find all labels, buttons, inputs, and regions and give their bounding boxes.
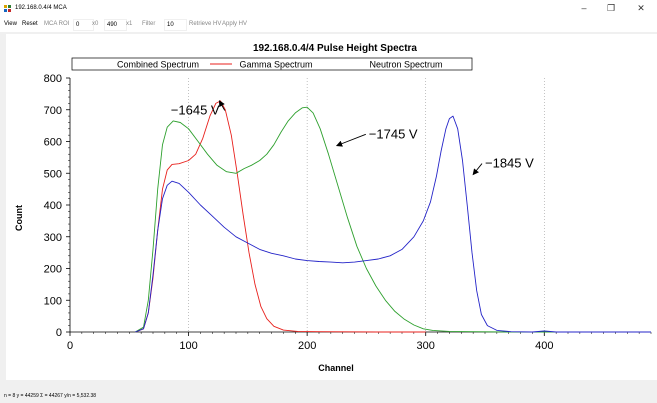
minimize-button[interactable]: – [581,3,587,13]
legend-combined: Combined Spectrum [117,60,199,70]
status-bar: n = 8 y = 44259 Σ = 44267 y/n = 5,532.38 [0,389,657,403]
y-tick-label: 0 [56,327,62,339]
y-tick-label: 200 [44,264,62,276]
filter-input[interactable]: 10 [164,19,187,31]
x-axis-label: Channel [318,363,354,373]
y-tick-label: 600 [44,137,62,149]
legend-neutron: Neutron Spectrum [369,60,442,70]
toolbar: View Reset MCA ROI 0 x0 490 x1 Filter 10… [0,17,657,32]
annotation-arrow [218,100,226,111]
voltage-annotation: −1745 V [369,126,418,141]
reset-button[interactable]: Reset [22,21,38,27]
app-icon [4,5,11,12]
annotation-arrow [472,163,483,176]
voltage-annotation: −1645 V [171,103,220,118]
apply-hv-button[interactable]: Apply HV [222,21,248,27]
x0-label: x0 [92,21,99,27]
y-tick-label: 100 [44,295,62,307]
window-titlebar: 192.168.0.4/4 MCA – ❐ ✕ [0,0,657,17]
annotation-arrow [335,133,366,147]
y-tick-label: 300 [44,232,62,244]
view-menu[interactable]: View [4,21,17,27]
x-tick-label: 300 [417,340,435,352]
spectrum-chart-panel[interactable]: 192.168.0.4/4 Pulse Height Spectra Combi… [6,34,657,380]
y-tick-label: 500 [44,168,62,180]
chart-legend: Combined Spectrum Gamma Spectrum Neutron… [71,57,473,71]
close-button[interactable]: ✕ [637,3,645,13]
voltage-annotation: −1845 V [485,156,534,171]
x1-label: x1 [126,21,133,27]
legend-gamma: Gamma Spectrum [239,60,312,70]
status-text: n = 8 y = 44259 Σ = 44267 y/n = 5,532.38 [4,393,97,399]
y-tick-label: 700 [44,105,62,117]
series-line-2 [134,106,651,333]
y-tick-label: 800 [44,73,62,85]
x-tick-label: 100 [179,340,197,352]
x-tick-label: 200 [298,340,316,352]
series-line-3 [135,115,651,333]
window-title: 192.168.0.4/4 MCA [15,5,67,11]
mca-roi-button[interactable]: MCA ROI [44,21,70,27]
restore-button[interactable]: ❐ [606,3,616,13]
chart-title: 192.168.0.4/4 Pulse Height Spectra [253,43,417,54]
x1-input[interactable]: 490 [104,19,127,31]
pulse-height-chart[interactable]: 192.168.0.4/4 Pulse Height Spectra Combi… [6,34,657,380]
y-tick-label: 400 [44,200,62,212]
y-axis-label: Count [14,205,24,231]
retrieve-hv-button[interactable]: Retrieve HV [189,21,222,27]
x-tick-label: 400 [535,340,553,352]
filter-label: Filter [142,21,156,27]
x0-input[interactable]: 0 [73,19,94,31]
plot-area: 0 100 200 300 400 500 600 700 800 0 100 200 300 400 −1… [44,73,652,352]
x-tick-label: 0 [67,340,73,352]
